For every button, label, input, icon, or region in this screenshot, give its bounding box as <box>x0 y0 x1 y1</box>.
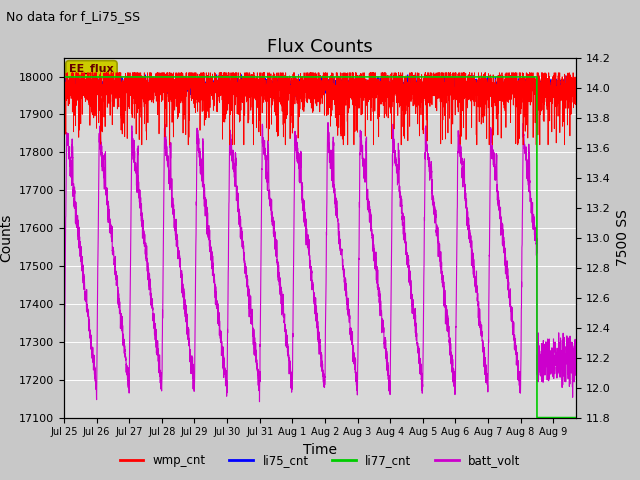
Y-axis label: 7500 SS: 7500 SS <box>616 209 630 266</box>
Text: No data for f_Li75_SS: No data for f_Li75_SS <box>6 10 141 23</box>
Y-axis label: Counts: Counts <box>0 214 13 262</box>
X-axis label: Time: Time <box>303 443 337 457</box>
Title: Flux Counts: Flux Counts <box>267 38 373 56</box>
Text: EE_flux: EE_flux <box>69 64 114 74</box>
Legend: wmp_cnt, li75_cnt, li77_cnt, batt_volt: wmp_cnt, li75_cnt, li77_cnt, batt_volt <box>115 449 525 472</box>
